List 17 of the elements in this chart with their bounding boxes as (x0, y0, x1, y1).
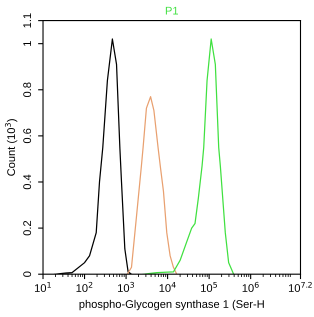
x-tick-label: 10$^{6}$ (242, 282, 259, 292)
y-tick-label: 0.8 (23, 82, 32, 98)
y-axis-title: Count (10$^{3}$) (4, 119, 18, 176)
x-tick-label: 10$^{2}$ (76, 282, 92, 292)
x-tick-label: 10$^{1}$ (34, 282, 51, 292)
x-tick-label: 10$^{7.2}$ (288, 282, 312, 292)
y-tick-label: 0.2 (23, 220, 32, 236)
y-tick-label: 0.4 (23, 174, 32, 190)
x-axis-title: phospho-Glycogen synthase 1 (Ser-H (80, 300, 264, 310)
x-tick-label: 10$^{3}$ (118, 282, 134, 292)
y-tick-label: 0.6 (23, 128, 32, 144)
y-tick-label: 1.1 (23, 13, 31, 28)
y-tick-label: 0 (23, 272, 32, 277)
x-tick-label: 10$^{5}$ (201, 282, 217, 292)
x-tick-label: 10$^{4}$ (160, 282, 176, 292)
text: P1 (166, 6, 178, 14)
y-tick-label: 1 (23, 41, 31, 46)
